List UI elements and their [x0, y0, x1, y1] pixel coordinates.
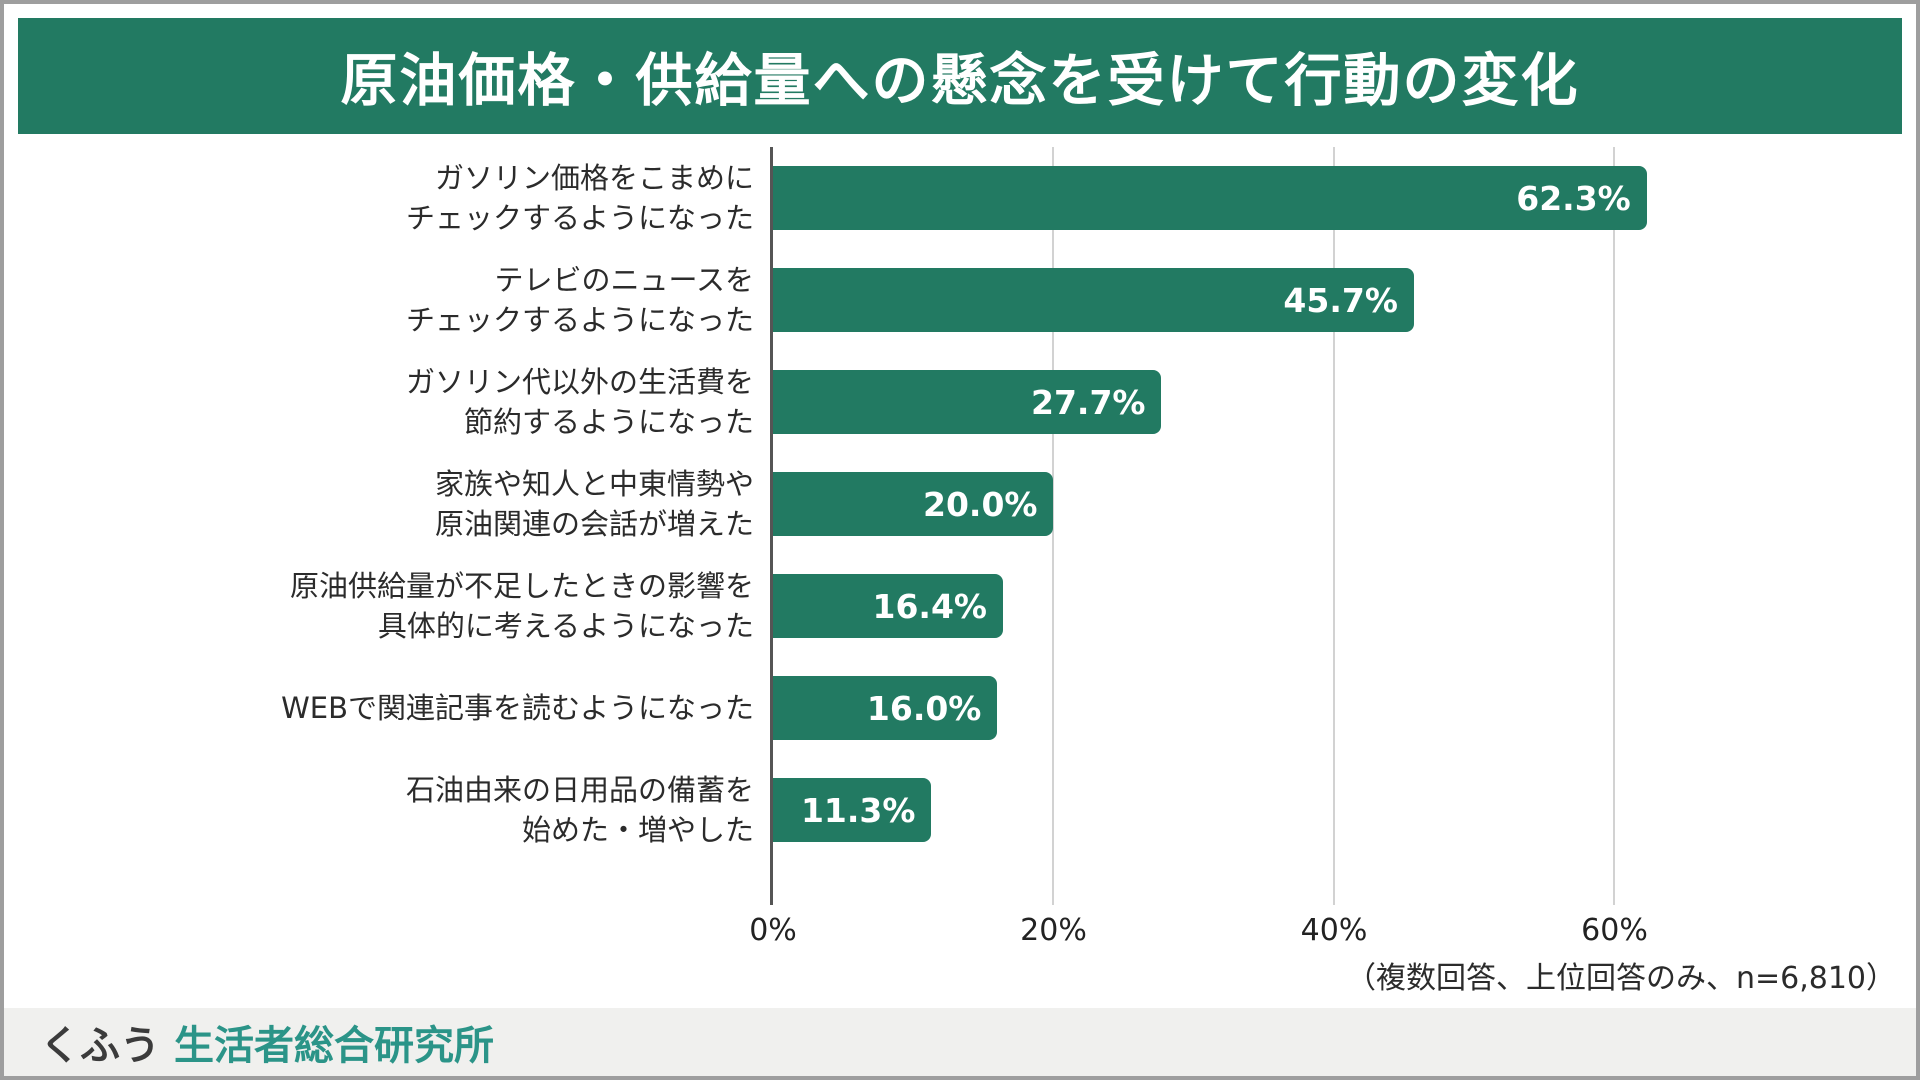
- bar-row: 16.0%: [773, 657, 1902, 759]
- category-label: WEBで関連記事を読むようになった: [281, 690, 754, 725]
- plot-area: 62.3% 45.7% 27.7% 20.0% 16.4% 16.0% 11.3…: [770, 147, 1902, 905]
- bar-row: 45.7%: [773, 249, 1902, 351]
- bar-value-label: 27.7%: [1030, 382, 1146, 422]
- bar: 16.0%: [773, 676, 998, 740]
- bar-value-label: 16.0%: [866, 688, 982, 728]
- bar-chart: ガソリン価格をこまめに チェックするようになった テレビのニュースを チェックす…: [4, 147, 1916, 905]
- title-banner: 原油価格・供給量への懸念を受けて行動の変化: [18, 18, 1902, 134]
- bar-row: 11.3%: [773, 759, 1902, 861]
- bar-row: 62.3%: [773, 147, 1902, 249]
- category-label: 石油由来の日用品の備蓄を 始めた・増やした: [405, 772, 754, 847]
- category-label: ガソリン代以外の生活費を 節約するようになった: [405, 364, 754, 439]
- bar: 20.0%: [773, 472, 1054, 536]
- bar-value-label: 16.4%: [872, 586, 988, 626]
- bar-rows: 62.3% 45.7% 27.7% 20.0% 16.4% 16.0% 11.3…: [773, 147, 1902, 861]
- gridline: [1332, 147, 1335, 905]
- gridline: [1052, 147, 1055, 905]
- bar-value-label: 20.0%: [922, 484, 1038, 524]
- category-label: テレビのニュースを チェックするようになった: [405, 262, 754, 337]
- brand-institute-logo: 生活者総合研究所: [174, 1023, 494, 1069]
- survey-footnote: （複数回答、上位回答のみ、n=6,810）: [1345, 961, 1896, 996]
- x-tick-label: 20%: [1020, 913, 1087, 948]
- bar: 27.7%: [773, 370, 1162, 434]
- category-label: 原油供給量が不足したときの影響を 具体的に考えるようになった: [289, 568, 754, 643]
- x-axis-tick-labels: 0% 20% 40% 60%: [749, 905, 1902, 953]
- bar-value-label: 11.3%: [800, 790, 916, 830]
- category-labels-column: ガソリン価格をこまめに チェックするようになった テレビのニュースを チェックす…: [4, 147, 770, 905]
- bar-value-label: 45.7%: [1283, 280, 1398, 320]
- x-tick-label: 40%: [1300, 913, 1368, 948]
- bar-value-label: 62.3%: [1516, 178, 1631, 218]
- bar: 62.3%: [773, 166, 1647, 230]
- bar: 11.3%: [773, 778, 932, 842]
- category-label: 家族や知人と中東情勢や 原油関連の会話が増えた: [434, 466, 754, 541]
- footer-logo-bar: くふう 生活者総合研究所: [4, 1008, 1916, 1076]
- x-tick-label: 0%: [749, 913, 797, 948]
- brand-kufu-logo: くふう: [40, 1023, 160, 1069]
- gridline: [1613, 147, 1616, 905]
- bar-row: 16.4%: [773, 555, 1902, 657]
- bar-row: 27.7%: [773, 351, 1902, 453]
- bar: 16.4%: [773, 574, 1003, 638]
- bar: 45.7%: [773, 268, 1414, 332]
- x-tick-label: 60%: [1581, 913, 1648, 948]
- bar-row: 20.0%: [773, 453, 1902, 555]
- page-title: 原油価格・供給量への懸念を受けて行動の変化: [340, 48, 1580, 114]
- category-label: ガソリン価格をこまめに チェックするようになった: [405, 160, 754, 235]
